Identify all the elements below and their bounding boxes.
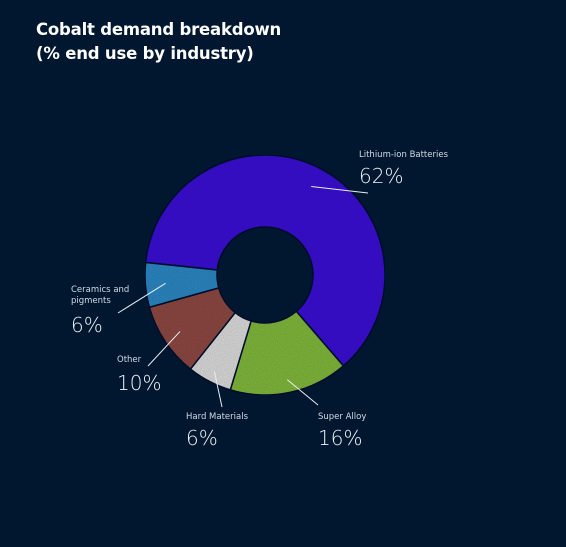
leader-lines [117, 186, 369, 408]
leader-line-super-alloy [286, 379, 319, 406]
slice-label-hard-materials: Hard Materials [186, 412, 249, 422]
slice-super-alloy [229, 310, 345, 396]
slice-value-ceramics-and-pigments: 6% [71, 313, 103, 337]
chart-title: Cobalt demand breakdown (% end use by in… [36, 18, 281, 66]
slice-labels: Lithium-ion Batteries 62% Super Alloy 16% Ha… [71, 150, 449, 450]
slice-label-lithium-ion-batteries: Lithium-ion Batteries [359, 150, 449, 160]
slice-label-other: Other [117, 355, 142, 365]
slice-value-lithium-ion-batteries: 62% [359, 164, 403, 188]
slice-value-other: 10% [117, 371, 161, 395]
chart-title-line-1: Cobalt demand breakdown [36, 20, 282, 39]
leader-line-other [147, 331, 181, 367]
chart-title-line-2: (% end use by industry) [36, 44, 254, 63]
donut-slices [144, 154, 386, 396]
slice-label-super-alloy: Super Alloy [318, 412, 366, 422]
slice-value-super-alloy: 16% [318, 426, 362, 450]
slice-label-ceramics-and-pigments-line-2: pigments [71, 296, 111, 306]
leader-line-hard-materials [213, 371, 223, 408]
leader-line-ceramics-and-pigments [117, 282, 166, 314]
slice-value-hard-materials: 6% [186, 426, 218, 450]
slice-ceramics-and-pigments [144, 261, 220, 309]
leader-line-lithium-ion-batteries [311, 186, 369, 194]
slice-lithium-ion-batteries [144, 154, 386, 367]
slice-label-ceramics-and-pigments-line-1: Ceramics and [71, 285, 129, 295]
